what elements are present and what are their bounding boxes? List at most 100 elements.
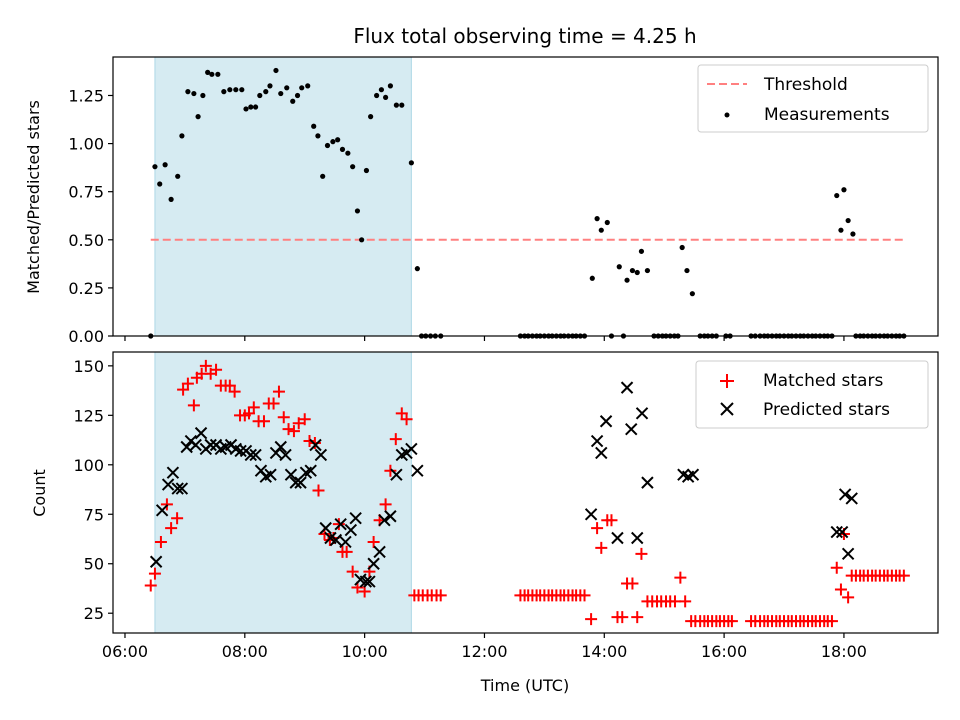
measurement-point [598,227,604,233]
y-tick-label: 1.25 [68,86,104,105]
measurement-point [305,83,311,89]
measurement-point [616,264,622,270]
predicted-star-point [845,492,858,505]
bottom-legend-box [695,360,929,429]
measurement-point [320,173,326,179]
matched-star-point [298,413,311,426]
measurement-point [850,231,856,237]
matched-star-point [332,518,345,531]
matched-star-point [367,535,380,548]
matched-star-point [257,415,270,428]
matched-star-point [340,545,353,558]
predicted-star-point [166,466,180,479]
measurement-point [227,87,233,93]
matched-star-point [199,359,212,372]
matched-star-point [585,613,598,626]
predicted-star-point [234,444,247,458]
measurement-point [239,87,245,93]
measurement-point [374,92,380,99]
measurement-point [604,219,610,226]
x-tick-label: 18:00 [821,642,867,661]
y-tick-label: 100 [73,456,104,475]
matched-star-point [303,435,316,448]
bottom-legend: Matched stars Predicted stars [695,360,929,429]
threshold-legend-label: Threshold [763,75,848,95]
matched-star-point [148,567,161,580]
predicted-star-point [284,468,298,481]
measurement-point [354,208,361,214]
predicted-star-point [635,407,649,420]
matched-star-point [825,615,838,628]
measurement-point [387,83,393,89]
measurement-point [221,89,227,95]
bottom-y-axis-label: Count [30,469,49,517]
predicted-star-point [611,531,624,545]
predicted-star-point [279,448,292,462]
measurement-point [845,217,851,224]
matched-star-points [144,359,910,628]
predicted-star-point [838,488,852,501]
predicted-star-point [595,446,608,460]
measurement-point [638,248,645,254]
matched-star-point [187,399,200,412]
matched-star-point [210,363,223,376]
matched-star-point [591,522,604,535]
y-tick-label: 0.50 [68,231,104,250]
predicted-star-point [161,478,175,491]
predicted-star-point [175,482,189,495]
measurement-point [299,85,305,91]
measurement-point [311,123,317,129]
matched-star-point [578,589,591,602]
predicted-star-point [334,517,347,531]
bottom-y-ticks: 25 50 75 100 125 150 [73,357,113,623]
predicted-star-point [314,448,328,462]
predicted-star-point [274,440,287,454]
matched-star-point [842,591,855,604]
measurement-point [290,98,296,104]
y-tick-label: 75 [84,505,104,524]
predicted-star-point [405,442,418,456]
measurement-point [834,192,840,199]
measurement-point [215,71,221,77]
predicted-star-point [363,575,376,588]
matched-star-point [312,484,325,497]
predicted-star-point [294,476,307,489]
measurement-point [359,237,365,243]
matched-star-point [631,611,644,624]
matched-star-point [616,611,629,624]
matched-star-point [674,571,687,584]
predicted-star-point [289,476,302,489]
x-axis-label: Time (UTC) [480,676,569,695]
predicted-star-point [686,468,700,481]
y-tick-label: 0.00 [68,327,104,346]
predicted-star-point [841,547,855,561]
measurement-point [689,291,695,297]
predicted-star-point [641,476,654,489]
predicted-star-point [359,575,373,588]
bottom-plot-frame [112,351,939,634]
measurement-point [629,267,636,274]
matched-star-point [154,535,167,548]
measurement-point [315,133,321,139]
measurement-point [191,90,197,97]
matched-star-point [725,615,738,628]
predicted-star-point [625,422,638,436]
predicted-star-point [344,523,358,537]
y-tick-label: 1.00 [68,135,104,154]
y-tick-label: 0.75 [68,183,104,202]
matched-star-point [635,547,648,560]
measurement-point [684,267,690,274]
predicted-star-point [329,533,343,547]
predicted-star-point [584,508,598,521]
matched-star-point [228,385,241,398]
matched-star-point [400,413,413,426]
matched-star-point [287,425,300,438]
predicted-star-point [155,504,169,517]
measurement-point [152,164,158,170]
predicted-star-point [309,438,322,452]
measurement-point [393,102,399,108]
measurement-point [644,267,651,274]
matched-star-point [379,498,392,511]
predicted-star-point [189,438,202,452]
top-plot-frame [112,56,939,337]
